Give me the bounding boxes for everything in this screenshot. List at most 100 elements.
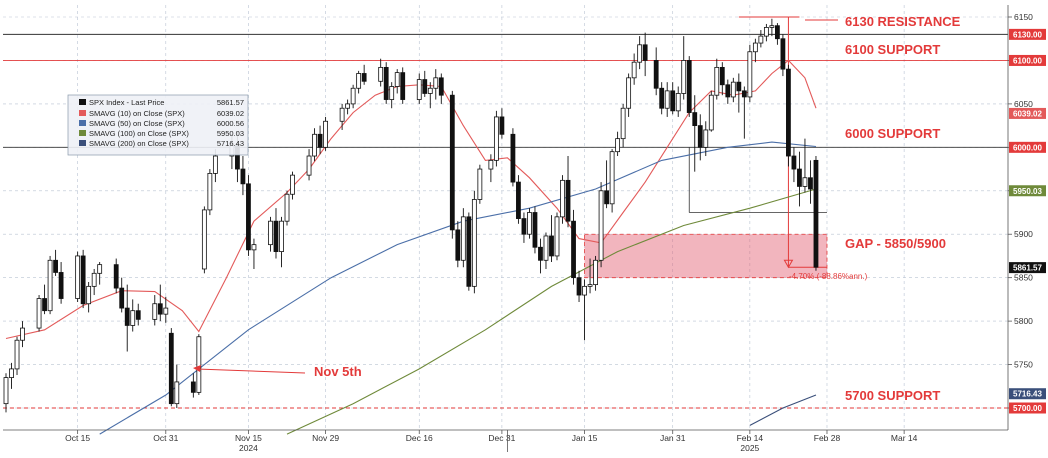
candle-layer bbox=[3, 18, 819, 413]
candle-body bbox=[268, 220, 273, 246]
candle-body bbox=[317, 133, 323, 148]
candle-body bbox=[91, 272, 97, 287]
candle-body bbox=[449, 94, 455, 231]
candle-body bbox=[427, 87, 433, 94]
candle-body bbox=[378, 66, 384, 82]
candle-body bbox=[36, 298, 42, 329]
candle-body bbox=[466, 216, 472, 287]
candle-body bbox=[53, 259, 58, 273]
candle-body bbox=[130, 310, 136, 326]
candle-body bbox=[637, 44, 643, 63]
candle-body bbox=[246, 183, 251, 251]
candle-body bbox=[626, 77, 632, 109]
candle-body bbox=[284, 193, 290, 222]
x-tick-label: Nov 29 bbox=[312, 433, 339, 443]
candle-body bbox=[653, 60, 659, 89]
candle-body bbox=[394, 72, 400, 87]
nov5-arrowhead bbox=[193, 365, 201, 372]
candle-body bbox=[543, 235, 549, 261]
candle-body bbox=[775, 25, 780, 40]
legend-swatch bbox=[79, 110, 86, 116]
candle-body bbox=[499, 116, 505, 135]
candle-body bbox=[719, 66, 725, 86]
x-tick-label: Jan 31 bbox=[660, 433, 686, 443]
candle-body bbox=[168, 332, 174, 405]
y-tick-label: 5900 bbox=[1014, 229, 1033, 239]
price-tag-layer: 6130.00 6100.00 6039.02 6000.00 5950.03 5861.… bbox=[1009, 28, 1046, 414]
y-tick-label: 5850 bbox=[1014, 273, 1033, 283]
candle-body bbox=[119, 287, 125, 309]
candle-body bbox=[813, 159, 819, 268]
price-tag-label: 6000.00 bbox=[1013, 143, 1042, 152]
price-tag bbox=[1009, 28, 1046, 40]
candle-body bbox=[201, 209, 207, 270]
legend-entry-value: 5950.03 bbox=[217, 129, 244, 138]
candle-body bbox=[714, 66, 720, 96]
candle-body bbox=[593, 259, 598, 286]
candle-body bbox=[604, 190, 609, 205]
legend-entry-label: SMAVG (50) on Close (SPX) bbox=[89, 119, 185, 128]
legend-swatch bbox=[79, 120, 86, 126]
candle-body bbox=[549, 235, 554, 257]
candle-body bbox=[609, 151, 615, 205]
price-tag-label: 6039.02 bbox=[1013, 109, 1042, 118]
candle-body bbox=[692, 112, 698, 127]
candle-body bbox=[780, 38, 786, 70]
legend-swatch bbox=[79, 130, 86, 136]
support-6000-label: 6000 SUPPORT bbox=[845, 126, 940, 141]
y-tick-label: 5800 bbox=[1014, 316, 1033, 326]
candle-body bbox=[47, 259, 53, 312]
candle-body bbox=[9, 368, 14, 378]
nov5-arrow-line bbox=[196, 368, 306, 374]
legend-box bbox=[67, 94, 249, 156]
candle-body bbox=[433, 77, 439, 89]
price-tag-label: 5861.57 bbox=[1013, 264, 1042, 273]
price-tag bbox=[1009, 54, 1046, 66]
candle-body bbox=[75, 255, 81, 299]
candle-body bbox=[697, 125, 703, 148]
x-tick-label: Oct 31 bbox=[153, 433, 178, 443]
candle-body bbox=[642, 44, 648, 61]
candle-body bbox=[323, 120, 328, 148]
candle-body bbox=[86, 285, 92, 305]
candle-body bbox=[598, 190, 604, 261]
x-year-label: 2025 bbox=[740, 443, 759, 453]
price-tag-label: 6100.00 bbox=[1013, 56, 1042, 65]
candle-body bbox=[20, 327, 25, 341]
candle-body bbox=[664, 90, 670, 109]
candle-body bbox=[758, 35, 764, 44]
legend-entry-label: SMAVG (100) on Close (SPX) bbox=[89, 129, 189, 138]
candle-body bbox=[725, 84, 731, 98]
legend: SPX Index - Last Price 5861.57 SMAVG (10… bbox=[67, 94, 249, 156]
x-tick-label: Mar 14 bbox=[891, 433, 918, 443]
annotation-layer: 6130 RESISTANCE 6100 SUPPORT 6000 SUPPOR… bbox=[193, 14, 961, 403]
price-tag bbox=[1009, 262, 1046, 274]
candle-body bbox=[383, 66, 389, 100]
x-tick-label: Feb 14 bbox=[737, 433, 764, 443]
candle-body bbox=[681, 60, 687, 94]
candle-body bbox=[670, 90, 676, 112]
candle-body bbox=[791, 155, 797, 170]
candle-body bbox=[196, 336, 202, 393]
candle-body bbox=[747, 51, 753, 98]
legend-title-value: 5861.57 bbox=[217, 98, 244, 107]
candle-body bbox=[207, 172, 213, 211]
candle-body bbox=[571, 220, 576, 279]
candle-body bbox=[251, 244, 257, 251]
candle-body bbox=[345, 103, 351, 109]
candle-body bbox=[521, 218, 527, 235]
candle-body bbox=[42, 298, 47, 312]
candle-body bbox=[174, 381, 180, 405]
y-tick-label: 6150 bbox=[1014, 12, 1033, 22]
candle-body bbox=[493, 116, 499, 161]
candle-body bbox=[471, 199, 477, 287]
candle-body bbox=[538, 246, 543, 261]
x-tick-label: Dec 16 bbox=[406, 433, 433, 443]
candle-body bbox=[350, 87, 356, 105]
candle-body bbox=[631, 61, 637, 79]
candle-body bbox=[532, 212, 538, 248]
candle-body bbox=[3, 377, 9, 405]
support-6100-label: 6100 SUPPORT bbox=[845, 42, 940, 57]
candle-body bbox=[752, 42, 758, 53]
price-tag bbox=[1009, 185, 1046, 197]
